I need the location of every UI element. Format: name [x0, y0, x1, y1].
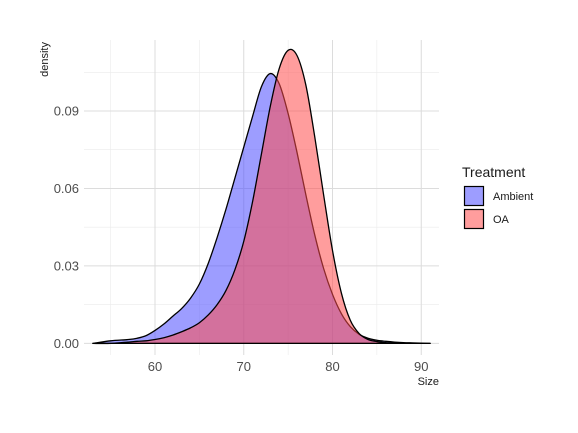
- x-axis-title: Size: [418, 376, 439, 388]
- y-axis-title: density: [39, 42, 51, 77]
- legend-swatch-oa: [463, 208, 485, 230]
- x-tick-label: 80: [325, 359, 339, 374]
- legend-swatch-ambient: [463, 185, 485, 207]
- tick-labels: 60 70 80 90 0.00 0.03 0.06 0.09: [54, 104, 429, 374]
- x-tick-label: 90: [414, 359, 428, 374]
- x-tick-label: 60: [148, 359, 162, 374]
- legend-label-ambient: Ambient: [493, 191, 533, 203]
- y-tick-label: 0.00: [54, 336, 79, 351]
- y-tick-label: 0.03: [54, 258, 79, 273]
- y-tick-label: 0.06: [54, 181, 79, 196]
- density-areas: [92, 48, 431, 345]
- legend-items: Ambient OA: [463, 185, 533, 230]
- y-tick-label: 0.09: [54, 104, 79, 119]
- legend-label-oa: OA: [493, 214, 510, 226]
- legend: Treatment Ambient OA: [462, 164, 533, 230]
- legend-title: Treatment: [462, 164, 525, 180]
- x-tick-label: 70: [237, 359, 251, 374]
- density-area-oa: [92, 48, 431, 345]
